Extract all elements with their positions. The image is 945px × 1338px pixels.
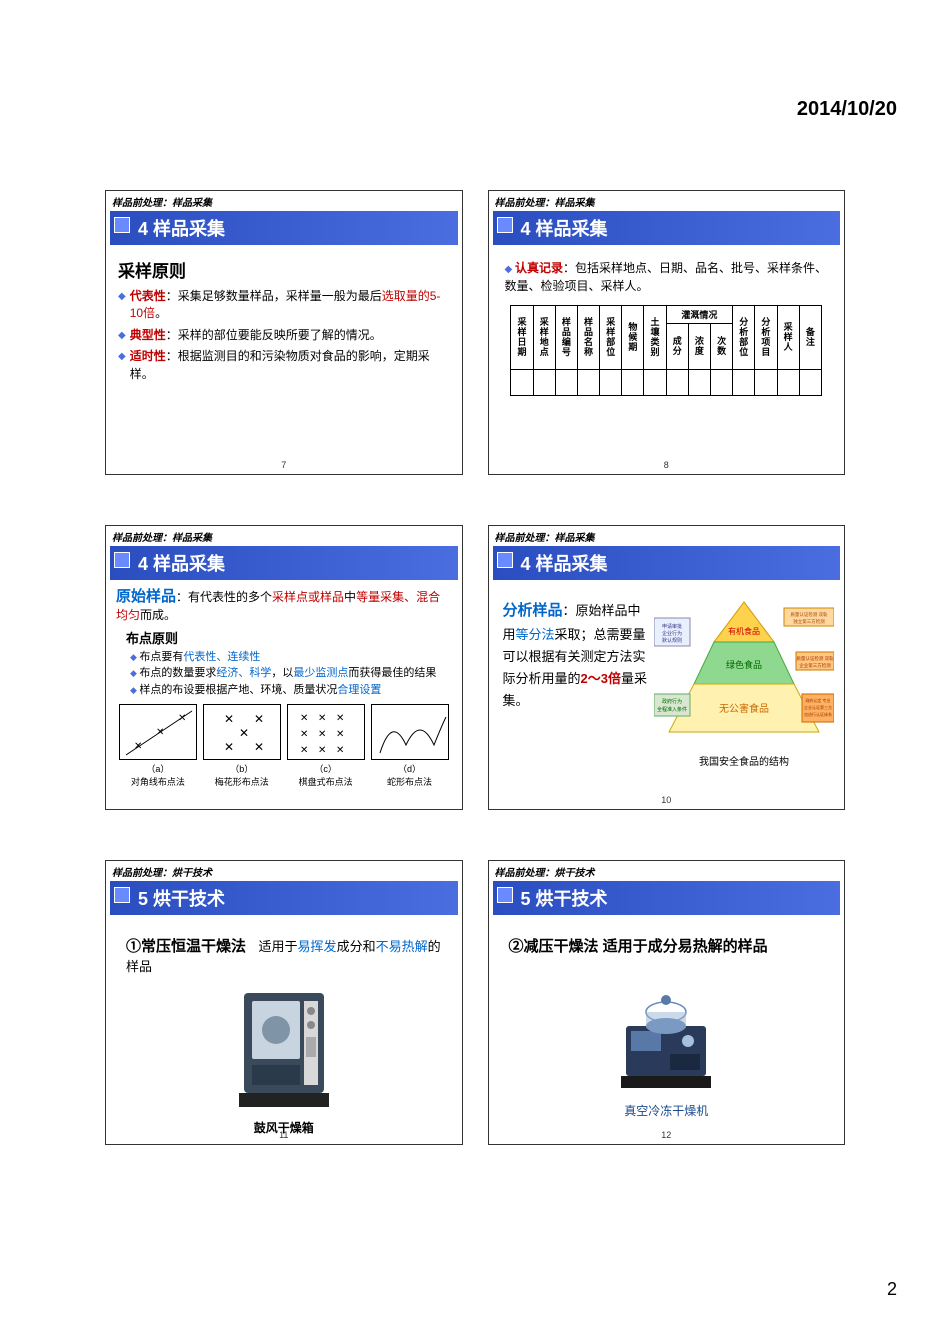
table-row (511, 370, 822, 396)
slide-7: 样品前处理：样品采集 4 样品采集 采样原则 ◆ 代表性：采集足够数量样品，采样… (105, 190, 463, 475)
diagram-d: （d）蛇形布点法 (371, 704, 449, 788)
svg-text:无公害食品: 无公害食品 (719, 702, 769, 715)
svg-text:全程准入条件: 全程准入条件 (657, 706, 687, 713)
bullet: ◆ 布点的数量要求经济、科学，以最少监测点而获得最佳的结果 (130, 665, 452, 682)
bullet: ◆ 布点要有代表性、连续性 (130, 649, 452, 666)
diagram-c: ✕✕✕✕✕✕✕✕✕ （c）棋盘式布点法 (287, 704, 365, 788)
svg-text:✕: ✕ (300, 713, 308, 724)
svg-text:✕: ✕ (178, 713, 186, 724)
bullet: ◆ 适时性：根据监测目的和污染物质对食品的影响，定期采样。 (118, 348, 450, 383)
slide-number: 10 (661, 795, 671, 805)
svg-text:✕: ✕ (336, 745, 344, 756)
slide-number: 11 (279, 1130, 288, 1140)
svg-text:✕: ✕ (318, 745, 326, 756)
slide-title: 4 样品采集 (493, 211, 841, 245)
method-heading: ②减压干燥法 适用于成分易热解的样品 (509, 935, 825, 956)
svg-text:✕: ✕ (318, 729, 326, 740)
svg-text:绿色食品: 绿色食品 (726, 659, 762, 670)
svg-text:企业行为: 企业行为 (662, 630, 682, 637)
method-heading: ①常压恒温干燥法 适用于易挥发成分和不易热解的样品 (126, 935, 442, 975)
svg-text:申请审批: 申请审批 (662, 623, 682, 630)
svg-text:✕: ✕ (300, 729, 308, 740)
section-heading: 采样原则 (118, 257, 450, 282)
date-header: 2014/10/20 (797, 98, 897, 121)
svg-text:也进行认证体系: 也进行认证体系 (804, 711, 832, 717)
svg-text:✕: ✕ (134, 741, 142, 752)
slide-title: 4 样品采集 (493, 546, 841, 580)
breadcrumb: 样品前处理：样品采集 (106, 526, 462, 544)
breadcrumb: 样品前处理：烘干技术 (106, 861, 462, 879)
slide-11: 样品前处理：烘干技术 5 烘干技术 ①常压恒温干燥法 适用于易挥发成分和不易热解… (105, 860, 463, 1145)
pyramid-caption: 我国安全食品的结构 (654, 753, 834, 768)
slide-number: 12 (661, 1130, 671, 1140)
svg-text:企业第三方检测: 企业第三方检测 (799, 662, 831, 669)
svg-text:有机食品: 有机食品 (728, 626, 760, 636)
slide-9: 样品前处理：样品采集 4 样品采集 原始样品：有代表性的多个采样点或样品中等量采… (105, 525, 463, 810)
slide-8: 样品前处理：样品采集 4 样品采集 ◆ 认真记录：包括采样地点、日期、品名、批号… (488, 190, 846, 475)
slide-title: 4 样品采集 (110, 546, 458, 580)
raw-sample-line: 原始样品：有代表性的多个采样点或样品中等量采集、混合均匀而成。 (116, 586, 452, 624)
oven-image: 鼓风干燥箱 (118, 983, 450, 1136)
slide-title: 5 烘干技术 (493, 881, 841, 915)
svg-text:✕: ✕ (224, 712, 234, 726)
breadcrumb: 样品前处理：样品采集 (106, 191, 462, 209)
svg-text:政府认定 专业: 政府认定 专业 (805, 697, 830, 703)
svg-text:✕: ✕ (336, 729, 344, 740)
svg-text:政府行为: 政府行为 (662, 698, 682, 705)
svg-text:企业认证第三方: 企业认证第三方 (804, 704, 832, 710)
svg-text:默认规则: 默认规则 (662, 637, 682, 644)
analysis-text: 分析样品：原始样品中用等分法采取；总需要量可以根据有关测定方法实际分析用量的2～… (503, 598, 653, 712)
slide-12: 样品前处理：烘干技术 5 烘干技术 ②减压干燥法 适用于成分易热解的样品 真空冷… (488, 860, 846, 1145)
svg-text:✕: ✕ (224, 740, 234, 754)
svg-text:质量认证检测 双轨: 质量认证检测 双轨 (790, 611, 828, 618)
slide-number: 7 (281, 460, 286, 470)
bullet: ◆ 典型性：采样的部位要能反映所要了解的情况。 (118, 327, 450, 344)
breadcrumb: 样品前处理：烘干技术 (489, 861, 845, 879)
sample-table: 采样日期 采样地点 样品编号 样品名称 采样部位 物候期 土壤类别 灌溉情况 分… (510, 305, 822, 396)
bullet: ◆ 代表性：采集足够数量样品，采样量一般为最后选取量的5-10倍。 (118, 288, 450, 323)
slide-number: 8 (664, 460, 669, 470)
slides-grid: 样品前处理：样品采集 4 样品采集 采样原则 ◆ 代表性：采集足够数量样品，采样… (105, 190, 845, 1145)
svg-text:✕: ✕ (254, 740, 264, 754)
slide-title: 4 样品采集 (110, 211, 458, 245)
diagram-row: ✕✕✕ （a）对角线布点法 ✕✕✕✕✕ （b）梅花形布点法 ✕✕✕✕✕✕✕✕✕ … (116, 704, 452, 788)
bullet: ◆ 样点的布设要根据产地、环境、质量状况合理设置 (130, 682, 452, 699)
page-number: 2 (887, 1279, 897, 1300)
breadcrumb: 样品前处理：样品采集 (489, 526, 845, 544)
svg-text:✕: ✕ (318, 713, 326, 724)
svg-text:✕: ✕ (156, 727, 164, 738)
svg-text:质量认证检测 双轨: 质量认证检测 双轨 (796, 655, 834, 662)
svg-text:✕: ✕ (336, 713, 344, 724)
slide-title: 5 烘干技术 (110, 881, 458, 915)
freeze-dryer-image: 真空冷冻干燥机 (501, 976, 833, 1119)
pyramid-diagram: 有机食品 绿色食品 无公害食品 申请审批 企业行为 默认规则 政府行为 全程准入… (654, 594, 834, 764)
record-note: ◆ 认真记录：包括采样地点、日期、品名、批号、采样条件、数量、检验项目、采样人。 (505, 259, 829, 295)
sub-heading: 布点原则 (126, 628, 452, 647)
svg-text:✕: ✕ (239, 726, 249, 740)
breadcrumb: 样品前处理：样品采集 (489, 191, 845, 209)
svg-text:✕: ✕ (300, 745, 308, 756)
diagram-b: ✕✕✕✕✕ （b）梅花形布点法 (203, 704, 281, 788)
slide-10: 样品前处理：样品采集 4 样品采集 分析样品：原始样品中用等分法采取；总需要量可… (488, 525, 846, 810)
svg-text:独立第三方检测: 独立第三方检测 (793, 618, 825, 625)
freeze-dryer-caption: 真空冷冻干燥机 (624, 1102, 708, 1119)
diagram-a: ✕✕✕ （a）对角线布点法 (119, 704, 197, 788)
svg-text:✕: ✕ (254, 712, 264, 726)
